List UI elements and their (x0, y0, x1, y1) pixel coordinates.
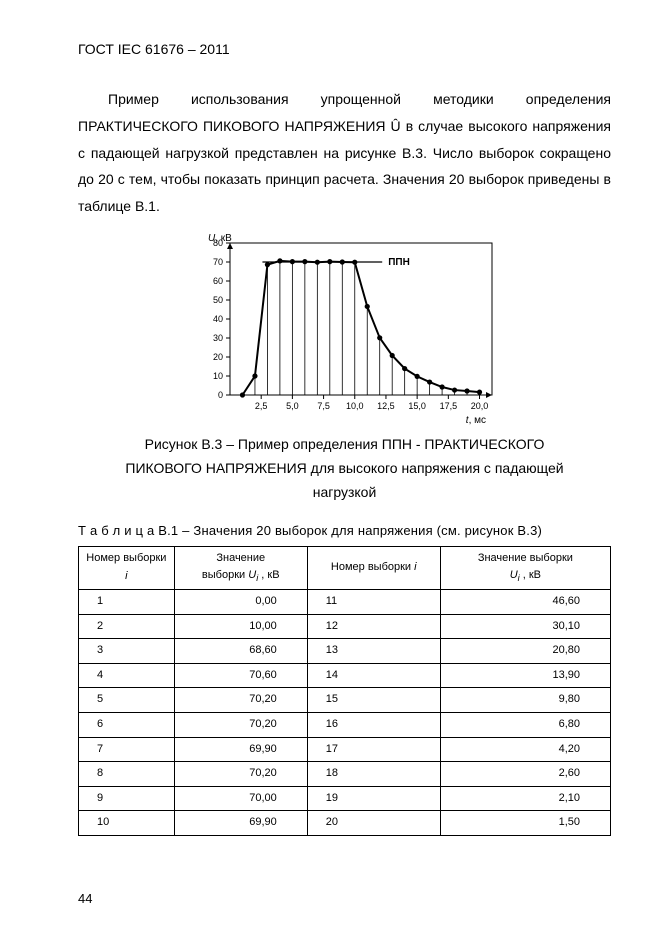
svg-text:15,0: 15,0 (408, 401, 426, 411)
svg-text:12,5: 12,5 (377, 401, 395, 411)
svg-text:10: 10 (212, 371, 222, 381)
cell-index: 15 (307, 688, 440, 713)
page-number: 44 (78, 889, 92, 910)
cell-index: 5 (79, 688, 175, 713)
svg-text:10,0: 10,0 (345, 401, 363, 411)
cell-value: 4,20 (440, 737, 610, 762)
cell-index: 19 (307, 786, 440, 811)
figure-caption-line1: Рисунок В.3 – Пример определения ППН - П… (145, 436, 545, 452)
svg-text:7,5: 7,5 (317, 401, 330, 411)
cell-index: 17 (307, 737, 440, 762)
cell-index: 9 (79, 786, 175, 811)
cell-value: 10,00 (174, 614, 307, 639)
cell-value: 6,80 (440, 712, 610, 737)
svg-text:20,0: 20,0 (470, 401, 488, 411)
cell-value: 68,60 (174, 639, 307, 664)
cell-value: 70,20 (174, 688, 307, 713)
cell-value: 70,60 (174, 663, 307, 688)
svg-text:20: 20 (212, 352, 222, 362)
table-row: 470,601413,90 (79, 663, 611, 688)
cell-value: 70,20 (174, 712, 307, 737)
cell-value: 2,10 (440, 786, 610, 811)
table-row: 368,601320,80 (79, 639, 611, 664)
cell-index: 16 (307, 712, 440, 737)
svg-text:40: 40 (212, 314, 222, 324)
svg-text:0: 0 (217, 390, 222, 400)
cell-index: 14 (307, 663, 440, 688)
svg-text:30: 30 (212, 333, 222, 343)
cell-value: 30,10 (440, 614, 610, 639)
cell-value: 20,80 (440, 639, 610, 664)
table-row: 570,20159,80 (79, 688, 611, 713)
cell-index: 3 (79, 639, 175, 664)
svg-text:70: 70 (212, 257, 222, 267)
figure-caption-line3: нагрузкой (313, 484, 377, 500)
cell-value: 2,60 (440, 762, 610, 787)
table-row: 1069,90201,50 (79, 811, 611, 836)
cell-index: 10 (79, 811, 175, 836)
col-header-value: Значениевыборки Ui , кВ (174, 546, 307, 589)
cell-index: 1 (79, 590, 175, 615)
svg-text:5,0: 5,0 (286, 401, 299, 411)
cell-value: 69,90 (174, 811, 307, 836)
body-paragraph: Пример использования упрощенной методики… (78, 86, 611, 219)
cell-value: 70,20 (174, 762, 307, 787)
figure-caption-line2: ПИКОВОГО НАПРЯЖЕНИЯ для высокого напряже… (125, 460, 563, 476)
cell-index: 20 (307, 811, 440, 836)
cell-value: 0,00 (174, 590, 307, 615)
cell-index: 4 (79, 663, 175, 688)
page: ГОСТ IEC 61676 – 2011 Пример использован… (0, 0, 661, 936)
cell-index: 13 (307, 639, 440, 664)
svg-text:60: 60 (212, 276, 222, 286)
table-caption: Т а б л и ц а В.1 – Значения 20 выборок … (78, 521, 611, 542)
svg-text:t, мс: t, мс (465, 415, 485, 426)
col-header-index-2: Номер выборки i (307, 546, 440, 589)
table-row: 970,00192,10 (79, 786, 611, 811)
table-header-row: Номер выборки i Значениевыборки Ui , кВ … (79, 546, 611, 589)
figure-caption: Рисунок В.3 – Пример определения ППН - П… (78, 433, 611, 504)
table-row: 769,90174,20 (79, 737, 611, 762)
table-row: 10,001146,60 (79, 590, 611, 615)
cell-value: 1,50 (440, 811, 610, 836)
svg-text:2,5: 2,5 (254, 401, 267, 411)
voltage-chart: 2,5 5,0 7,5 10,0 12,5 15,0 17,5 20,0 0 10 20 30 40 50… (180, 229, 510, 429)
col-header-value-2: Значение выборкиUi , кВ (440, 546, 610, 589)
cell-value: 13,90 (440, 663, 610, 688)
svg-text:17,5: 17,5 (439, 401, 457, 411)
chart-container: 2,5 5,0 7,5 10,0 12,5 15,0 17,5 20,0 0 10 20 30 40 50… (78, 229, 611, 429)
cell-index: 11 (307, 590, 440, 615)
cell-index: 2 (79, 614, 175, 639)
svg-text:U, кВ: U, кВ (208, 233, 232, 244)
table-caption-prefix: Т а б л и ц а (78, 523, 154, 538)
samples-table: Номер выборки i Значениевыборки Ui , кВ … (78, 546, 611, 836)
cell-index: 18 (307, 762, 440, 787)
table-row: 670,20166,80 (79, 712, 611, 737)
svg-text:ППН: ППН (388, 257, 410, 268)
cell-index: 6 (79, 712, 175, 737)
svg-text:50: 50 (212, 295, 222, 305)
document-code: ГОСТ IEC 61676 – 2011 (78, 38, 611, 60)
cell-value: 70,00 (174, 786, 307, 811)
cell-value: 69,90 (174, 737, 307, 762)
cell-index: 12 (307, 614, 440, 639)
table-caption-rest: В.1 – Значения 20 выборок для напряжения… (154, 523, 542, 538)
cell-index: 7 (79, 737, 175, 762)
cell-value: 9,80 (440, 688, 610, 713)
table-row: 210,001230,10 (79, 614, 611, 639)
table-row: 870,20182,60 (79, 762, 611, 787)
col-header-index: Номер выборки i (79, 546, 175, 589)
cell-value: 46,60 (440, 590, 610, 615)
cell-index: 8 (79, 762, 175, 787)
